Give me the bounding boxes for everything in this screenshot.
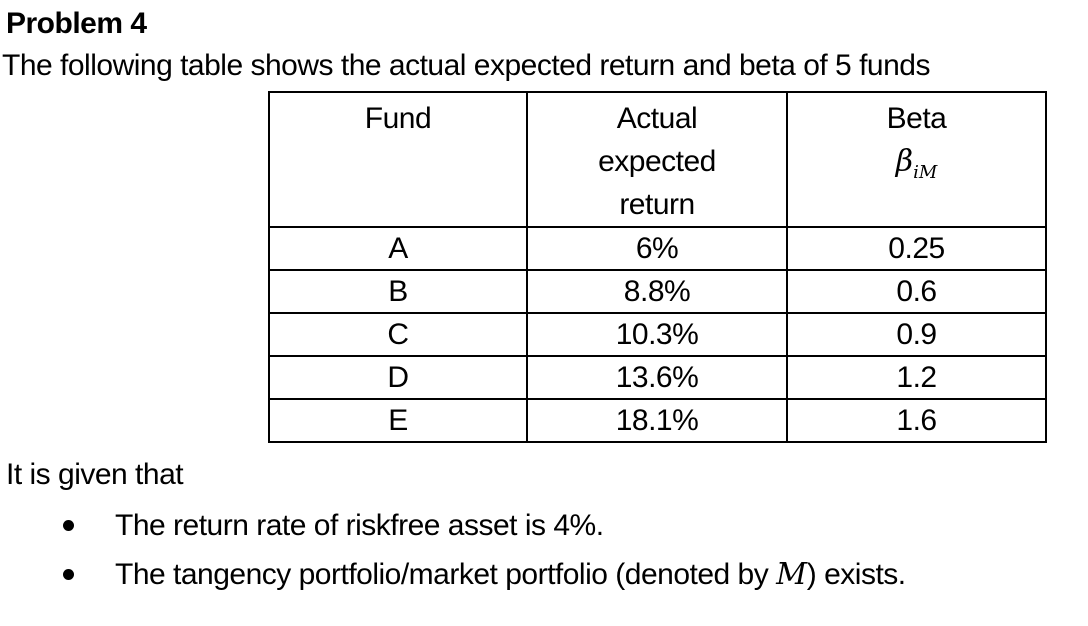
bullet-text-pre: The tangency portfolio/market portfolio … [115, 558, 777, 591]
given-bullet-list: The return rate of riskfree asset is 4%.… [0, 501, 1088, 599]
beta-cell: 0.6 [786, 269, 1047, 314]
beta-cell: 1.6 [786, 398, 1047, 443]
table-row: C 10.3% 0.9 [268, 312, 1047, 357]
beta-symbol: βiM [788, 140, 1045, 194]
bullet-math-symbol: M [776, 557, 807, 592]
table-header-row: Fund Actual expected return Beta βiM [268, 91, 1047, 228]
actual-return-header-line2: expected [598, 145, 716, 178]
bullet-text-post: ) exists. [806, 558, 906, 591]
list-item: The tangency portfolio/market portfolio … [0, 550, 1088, 599]
fund-cell: E [268, 398, 528, 443]
given-lead-text: It is given that [6, 458, 184, 491]
table-row: B 8.8% 0.6 [268, 269, 1047, 314]
problem-page: Problem 4 The following table shows the … [0, 7, 1088, 599]
beta-cell: 0.9 [786, 312, 1047, 357]
intro-text: The following table shows the actual exp… [2, 49, 930, 82]
actual-return-cell: 18.1% [526, 398, 788, 443]
table-row: D 13.6% 1.2 [268, 355, 1047, 400]
beta-header-label: Beta [886, 102, 947, 135]
beta-symbol-glyph: β [895, 144, 914, 179]
bullet-icon [63, 569, 74, 580]
bullet-text-pre: The return rate of riskfree asset is 4%. [115, 509, 604, 542]
actual-return-cell: 8.8% [526, 269, 788, 314]
funds-table: Fund Actual expected return Beta βiM A 6… [268, 91, 1047, 443]
actual-return-header-line1: Actual [616, 102, 698, 135]
beta-symbol-subscript: iM [913, 162, 938, 183]
beta-column-header: Beta βiM [786, 91, 1047, 228]
beta-cell: 0.25 [786, 226, 1047, 271]
actual-return-header-line3: return [619, 188, 695, 221]
fund-cell: B [268, 269, 528, 314]
actual-return-column-header: Actual expected return [526, 91, 788, 228]
bullet-text-riskfree: The return rate of riskfree asset is 4%. [115, 501, 604, 550]
table-row: A 6% 0.25 [268, 226, 1047, 271]
actual-return-cell: 13.6% [526, 355, 788, 400]
fund-column-header: Fund [268, 91, 528, 228]
fund-cell: C [268, 312, 528, 357]
problem-title: Problem 4 [6, 7, 147, 40]
fund-cell: D [268, 355, 528, 400]
bullet-icon [63, 520, 74, 531]
list-item: The return rate of riskfree asset is 4%. [0, 501, 1088, 550]
beta-cell: 1.2 [786, 355, 1047, 400]
fund-cell: A [268, 226, 528, 271]
actual-return-cell: 10.3% [526, 312, 788, 357]
bullet-text-tangency: The tangency portfolio/market portfolio … [115, 550, 906, 599]
actual-return-cell: 6% [526, 226, 788, 271]
table-row: E 18.1% 1.6 [268, 398, 1047, 443]
